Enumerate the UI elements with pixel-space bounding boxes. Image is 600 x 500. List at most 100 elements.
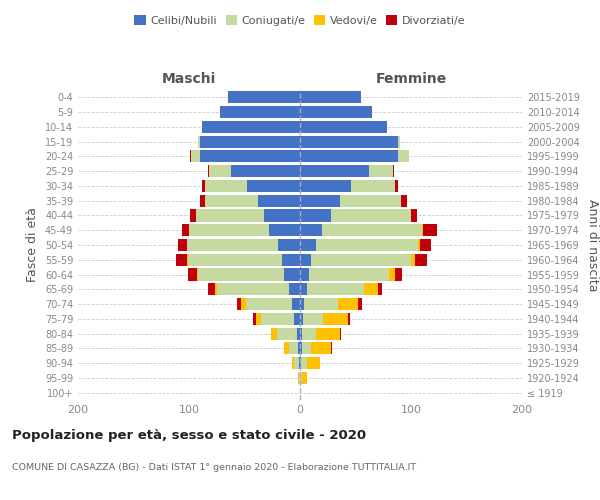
Bar: [300, 298, 304, 310]
Bar: [331, 342, 332, 354]
Bar: [323, 313, 348, 325]
Y-axis label: Fasce di età: Fasce di età: [26, 208, 39, 282]
Bar: [198, 268, 284, 280]
Bar: [176, 254, 187, 266]
Bar: [300, 92, 361, 104]
Bar: [395, 268, 402, 280]
Bar: [316, 239, 418, 251]
Bar: [331, 210, 411, 222]
Bar: [378, 283, 382, 296]
Bar: [302, 328, 316, 340]
Bar: [422, 224, 423, 236]
Bar: [256, 313, 261, 325]
Bar: [369, 165, 393, 177]
Bar: [208, 165, 209, 177]
Text: Maschi: Maschi: [162, 72, 216, 86]
Bar: [200, 194, 205, 207]
Bar: [300, 342, 302, 354]
Bar: [198, 136, 200, 147]
Bar: [311, 342, 331, 354]
Bar: [348, 313, 350, 325]
Bar: [307, 283, 364, 296]
Bar: [322, 224, 422, 236]
Bar: [420, 239, 431, 251]
Bar: [200, 136, 300, 147]
Bar: [278, 239, 300, 251]
Bar: [289, 342, 298, 354]
Bar: [340, 194, 401, 207]
Bar: [202, 180, 205, 192]
Bar: [300, 180, 351, 192]
Bar: [309, 268, 389, 280]
Bar: [364, 283, 378, 296]
Bar: [300, 268, 309, 280]
Legend: Celibi/Nubili, Coniugati/e, Vedovi/e, Divorziati/e: Celibi/Nubili, Coniugati/e, Vedovi/e, Di…: [130, 10, 470, 30]
Bar: [188, 254, 282, 266]
Bar: [395, 180, 398, 192]
Bar: [401, 194, 407, 207]
Bar: [299, 372, 300, 384]
Bar: [196, 210, 265, 222]
Bar: [300, 136, 398, 147]
Bar: [398, 150, 409, 162]
Bar: [302, 372, 307, 384]
Bar: [302, 342, 311, 354]
Bar: [178, 239, 187, 251]
Bar: [300, 121, 386, 133]
Bar: [301, 357, 307, 369]
Bar: [187, 239, 278, 251]
Bar: [237, 298, 241, 310]
Bar: [295, 313, 300, 325]
Bar: [258, 194, 300, 207]
Bar: [300, 239, 316, 251]
Text: Femmine: Femmine: [376, 72, 446, 86]
Bar: [295, 357, 299, 369]
Bar: [311, 254, 411, 266]
Bar: [261, 313, 295, 325]
Bar: [300, 313, 304, 325]
Bar: [209, 165, 231, 177]
Bar: [220, 106, 300, 118]
Bar: [298, 342, 300, 354]
Bar: [358, 298, 362, 310]
Bar: [300, 210, 331, 222]
Bar: [289, 283, 300, 296]
Bar: [300, 165, 369, 177]
Bar: [208, 283, 215, 296]
Bar: [340, 328, 341, 340]
Bar: [247, 180, 300, 192]
Bar: [215, 283, 217, 296]
Bar: [205, 180, 247, 192]
Bar: [190, 210, 196, 222]
Bar: [300, 150, 398, 162]
Bar: [271, 328, 277, 340]
Bar: [423, 224, 437, 236]
Bar: [300, 372, 302, 384]
Bar: [300, 283, 307, 296]
Bar: [277, 328, 296, 340]
Bar: [292, 357, 295, 369]
Bar: [415, 254, 427, 266]
Bar: [188, 268, 197, 280]
Bar: [200, 150, 300, 162]
Bar: [300, 254, 311, 266]
Bar: [202, 121, 300, 133]
Bar: [269, 224, 300, 236]
Y-axis label: Anni di nascita: Anni di nascita: [586, 198, 599, 291]
Bar: [411, 254, 415, 266]
Bar: [418, 239, 420, 251]
Bar: [191, 150, 200, 162]
Bar: [187, 254, 188, 266]
Text: Popolazione per età, sesso e stato civile - 2020: Popolazione per età, sesso e stato civil…: [12, 430, 366, 442]
Bar: [389, 268, 395, 280]
Bar: [197, 268, 198, 280]
Bar: [300, 357, 301, 369]
Bar: [282, 254, 300, 266]
Bar: [304, 313, 323, 325]
Bar: [316, 328, 340, 340]
Bar: [265, 210, 300, 222]
Bar: [245, 298, 292, 310]
Bar: [300, 194, 340, 207]
Bar: [182, 224, 189, 236]
Bar: [205, 194, 258, 207]
